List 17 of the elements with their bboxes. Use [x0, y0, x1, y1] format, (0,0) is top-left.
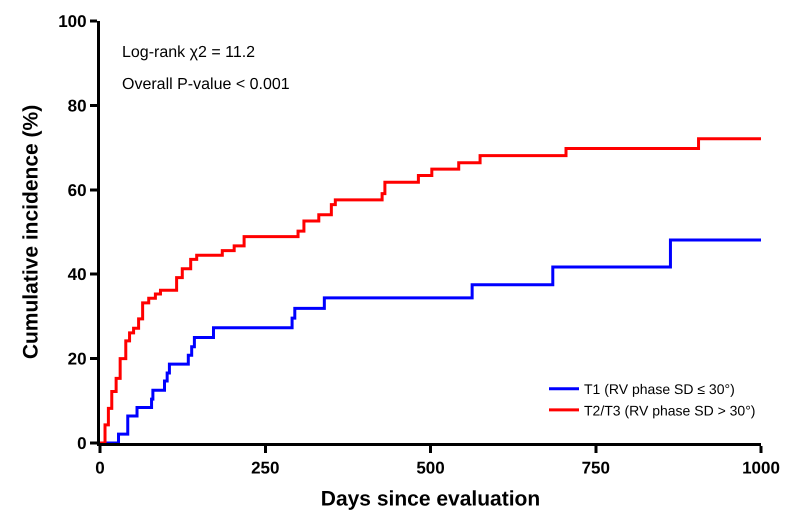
legend-label: T1 (RV phase SD ≤ 30°) [584, 381, 735, 398]
legend-label: T2/T3 (RV phase SD > 30°) [584, 402, 756, 418]
x-tick-label: 0 [95, 458, 105, 478]
y-tick-label: 40 [68, 265, 87, 284]
y-tick-label: 60 [68, 180, 87, 200]
x-tick-label: 500 [416, 458, 445, 478]
x-tick-label: 1000 [742, 458, 780, 478]
y-tick-label: 100 [58, 12, 87, 31]
y-tick-label: 20 [68, 350, 87, 369]
x-tick-label: 250 [251, 458, 280, 478]
y-tick-label: 80 [68, 96, 87, 116]
annotation: Overall P-value < 0.001 [122, 76, 290, 93]
y-axis-title: Cumulative incidence (%) [19, 104, 42, 360]
y-tick-label: 0 [77, 434, 87, 453]
x-tick-label: 750 [582, 458, 610, 478]
x-axis-title: Days since evaluation [320, 488, 540, 511]
annotation: Log-rank χ2 = 11.2 [122, 44, 256, 61]
